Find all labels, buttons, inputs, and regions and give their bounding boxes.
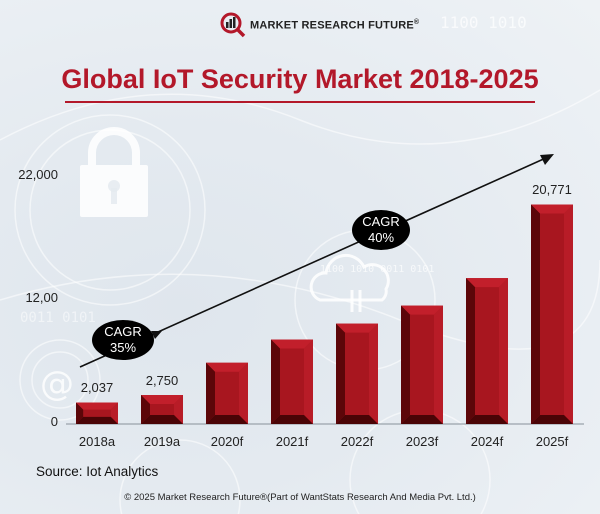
bar-top-bevel bbox=[206, 362, 248, 372]
bar-value-label: 20,771 bbox=[532, 182, 572, 198]
bar-right-bevel bbox=[174, 394, 183, 424]
bar-right-bevel bbox=[239, 362, 248, 424]
cagr-label: CAGR bbox=[362, 214, 400, 229]
bar-left-bevel bbox=[206, 362, 215, 424]
arrow-head-icon bbox=[151, 331, 162, 339]
bar-left-bevel bbox=[141, 394, 150, 424]
bar-top-bevel bbox=[76, 402, 118, 410]
cagr-value: 35% bbox=[109, 340, 137, 355]
bar-top-bevel bbox=[401, 305, 443, 315]
bar-left-bevel bbox=[401, 305, 410, 424]
bar-left-bevel bbox=[466, 278, 475, 424]
bar bbox=[76, 402, 118, 424]
cagr-value: 40% bbox=[367, 230, 395, 245]
bar bbox=[206, 362, 248, 424]
x-tick-label: 2018a bbox=[78, 434, 116, 449]
bar bbox=[466, 278, 508, 424]
bar-face bbox=[401, 305, 443, 424]
bar-left-bevel bbox=[271, 339, 280, 424]
bar-right-bevel bbox=[110, 402, 118, 424]
bar-right-bevel bbox=[304, 339, 313, 424]
bar-face bbox=[271, 339, 313, 424]
bar-right-bevel bbox=[499, 278, 508, 424]
bar-bottom-bevel bbox=[141, 415, 183, 424]
x-tick-label: 2022f bbox=[340, 434, 374, 449]
bar-left-bevel bbox=[76, 402, 84, 424]
bar bbox=[531, 204, 573, 424]
registered-mark: ® bbox=[413, 18, 420, 26]
bar-face bbox=[466, 278, 508, 424]
bar-bottom-bevel bbox=[401, 415, 443, 424]
bar-top-bevel bbox=[141, 394, 183, 404]
x-tick-label: 2020f bbox=[210, 434, 244, 449]
y-tick-label: 22,000 bbox=[18, 167, 58, 182]
bar-value-label: 2,037 bbox=[80, 380, 114, 396]
x-tick-label: 2019a bbox=[143, 434, 181, 449]
bar bbox=[336, 323, 378, 424]
bar-face bbox=[531, 204, 573, 424]
brand-logo: MARKET RESEARCH FUTURE® bbox=[220, 12, 419, 38]
bar-right-bevel bbox=[434, 305, 443, 424]
brand-name-text: MARKET RESEARCH FUTURE bbox=[250, 19, 414, 32]
chart-title: Global IoT Security Market 2018-2025 bbox=[61, 64, 539, 94]
bar bbox=[271, 339, 313, 424]
x-tick-label: 2023f bbox=[405, 434, 439, 449]
bar-bottom-bevel bbox=[466, 415, 508, 424]
bar-value-label: 2,750 bbox=[145, 372, 179, 388]
bar-bottom-bevel bbox=[271, 415, 313, 424]
bar-top-bevel bbox=[271, 339, 313, 349]
copyright-note: © 2025 Market Research Future®(Part of W… bbox=[124, 492, 476, 503]
bar-right-bevel bbox=[369, 323, 378, 424]
bar-face bbox=[206, 362, 248, 424]
brand-name: MARKET RESEARCH FUTURE® bbox=[250, 19, 419, 32]
bar-left-bevel bbox=[531, 204, 540, 424]
bar-top-bevel bbox=[531, 204, 573, 214]
bar-face bbox=[336, 323, 378, 424]
bar-top-bevel bbox=[466, 278, 508, 288]
bar bbox=[141, 394, 183, 424]
title-underline bbox=[65, 101, 535, 103]
cagr-badge: CAGR 40% bbox=[352, 210, 410, 250]
bar-bottom-bevel bbox=[531, 415, 573, 424]
bar-right-bevel bbox=[564, 204, 573, 424]
x-tick-label: 2025f bbox=[535, 434, 569, 449]
logo-magnifier-icon bbox=[220, 12, 246, 38]
x-tick-label: 2024f bbox=[470, 434, 504, 449]
bar-bottom-bevel bbox=[336, 415, 378, 424]
cagr-badge: CAGR 35% bbox=[92, 320, 154, 360]
bar-left-bevel bbox=[336, 323, 345, 424]
x-tick-label: 2021f bbox=[275, 434, 309, 449]
bar-top-bevel bbox=[336, 323, 378, 333]
y-tick-label: 12,00 bbox=[25, 290, 58, 305]
source-note: Source: Iot Analytics bbox=[36, 464, 159, 479]
bar-bottom-bevel bbox=[76, 416, 118, 424]
arrow-head-icon bbox=[540, 154, 554, 165]
y-tick-label: 0 bbox=[50, 414, 58, 429]
cagr-label: CAGR bbox=[104, 324, 142, 339]
bar bbox=[401, 305, 443, 424]
bar-bottom-bevel bbox=[206, 415, 248, 424]
